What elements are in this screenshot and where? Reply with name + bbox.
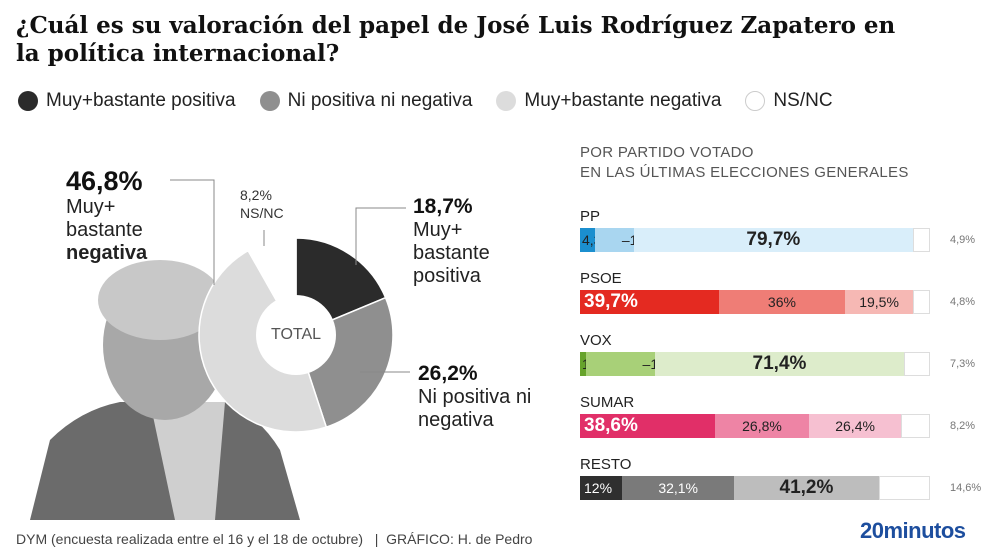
name-line: bastante: [66, 219, 143, 241]
legend-item: Muy+bastante positiva: [18, 90, 236, 112]
bar-segment: 26,8%: [715, 414, 809, 438]
segment-label: 36%: [767, 294, 796, 310]
nsnc-value: 4,9%: [950, 234, 976, 246]
legend-item: Muy+bastante negativa: [496, 90, 721, 112]
party-bar: 39,7% 36% 19,5%: [580, 290, 930, 314]
brand-logo: 20minutos: [860, 518, 966, 543]
legend-label: Muy+bastante positiva: [46, 90, 236, 111]
subtitle-line: POR PARTIDO VOTADO: [580, 144, 754, 161]
party-label: SUMAR: [580, 394, 635, 411]
segment-label: 26,8%: [742, 418, 782, 434]
nsnc-value: 14,6%: [950, 482, 982, 494]
donut-chart: [30, 179, 410, 520]
bar-segment: –19,6%: [585, 352, 690, 376]
party-bar: 12% 32,1% 41,2%: [580, 476, 930, 500]
label-ni: 26,2% Ni positiva ni negativa: [418, 362, 538, 432]
bar-segment: –11,1%: [595, 228, 668, 252]
legend-item: NS/NC: [745, 90, 833, 112]
subtitle-line: EN LAS ÚLTIMAS ELECCIONES GENERALES: [580, 164, 909, 181]
legend-label: NS/NC: [773, 90, 833, 111]
party-label: RESTO: [580, 456, 632, 473]
segment-label: 19,5%: [859, 294, 899, 310]
legend-label: Muy+bastante negativa: [524, 90, 722, 111]
legend: Muy+bastante positiva Ni positiva ni neg…: [18, 90, 857, 112]
bar-segment: 4,3%: [580, 228, 614, 252]
center-text: TOTAL: [270, 326, 322, 343]
bars-subtitle: POR PARTIDO VOTADO EN LAS ÚLTIMAS ELECCI…: [580, 143, 909, 183]
value: 46,8%: [66, 166, 143, 196]
bar-segment: 12%: [580, 476, 622, 500]
party-label: PP: [580, 208, 601, 225]
bar-segment: [901, 414, 930, 438]
value: 8,2%: [240, 187, 272, 203]
legend-item: Ni positiva ni negativa: [259, 90, 473, 112]
bar-segment: 26,4%: [808, 414, 902, 438]
segment-label: 41,2%: [779, 477, 834, 498]
segment-label: 71,4%: [752, 353, 807, 374]
name-line: Muy+: [66, 196, 116, 218]
bar-segment: 19,5%: [844, 290, 914, 314]
bar-segment: 39,7%: [580, 290, 719, 314]
bar-segment: 32,1%: [622, 476, 735, 500]
nsnc-value: 8,2%: [950, 420, 976, 432]
value: 26,2%: [418, 362, 478, 385]
name: NS/NC: [240, 205, 284, 221]
party-label: VOX: [580, 332, 612, 349]
legend-swatch: [259, 91, 280, 111]
label-nsnc: 8,2% NS/NC: [240, 186, 284, 222]
nsnc-value: 4,8%: [950, 296, 976, 308]
label-negativa: 46,8% Muy+ bastante negativa: [66, 166, 147, 265]
party-label: PSOE: [580, 270, 622, 287]
party-bar: 38,6% 26,8% 26,4%: [580, 414, 930, 438]
party-bar: 1,7%–19,6%71,4%: [580, 352, 930, 376]
value: 18,7%: [413, 195, 473, 218]
segment-label: 32,1%: [658, 480, 699, 496]
source-note: DYM (encuesta realizada entre el 16 y el…: [16, 531, 533, 547]
chart-title: ¿Cuál es su valoración del papel de José…: [16, 12, 896, 67]
segment-label: 38,6%: [584, 415, 638, 436]
legend-swatch: [745, 91, 766, 111]
segment-label: 39,7%: [584, 291, 638, 312]
nsnc-value: 7,3%: [950, 358, 976, 370]
segment-label: 79,7%: [746, 229, 801, 250]
name: Muy+ bastante positiva: [413, 219, 490, 287]
bar-segment: [878, 476, 930, 500]
legend-swatch: [496, 91, 517, 111]
legend-label: Ni positiva ni negativa: [287, 90, 473, 111]
name: Ni positiva ni negativa: [418, 386, 532, 431]
bar-segment: 38,6%: [580, 414, 716, 438]
bar-segment: 79,7%: [633, 228, 913, 252]
bar-segment: 36%: [718, 290, 845, 314]
label-positiva: 18,7% Muy+ bastante positiva: [413, 195, 523, 288]
portrait-photo: [30, 260, 300, 520]
bar-segment: [912, 228, 930, 252]
bar-segment: [913, 290, 930, 314]
bar-segment: 41,2%: [734, 476, 879, 500]
name-line: negativa: [66, 242, 148, 264]
bar-segment: [904, 352, 930, 376]
party-bar: 4,3%–11,1% 79,7%: [580, 228, 930, 252]
segment-label: 26,4%: [835, 418, 875, 434]
bar-segment: 71,4%: [654, 352, 905, 376]
segment-label: 12%: [584, 480, 613, 496]
legend-swatch: [18, 91, 38, 111]
